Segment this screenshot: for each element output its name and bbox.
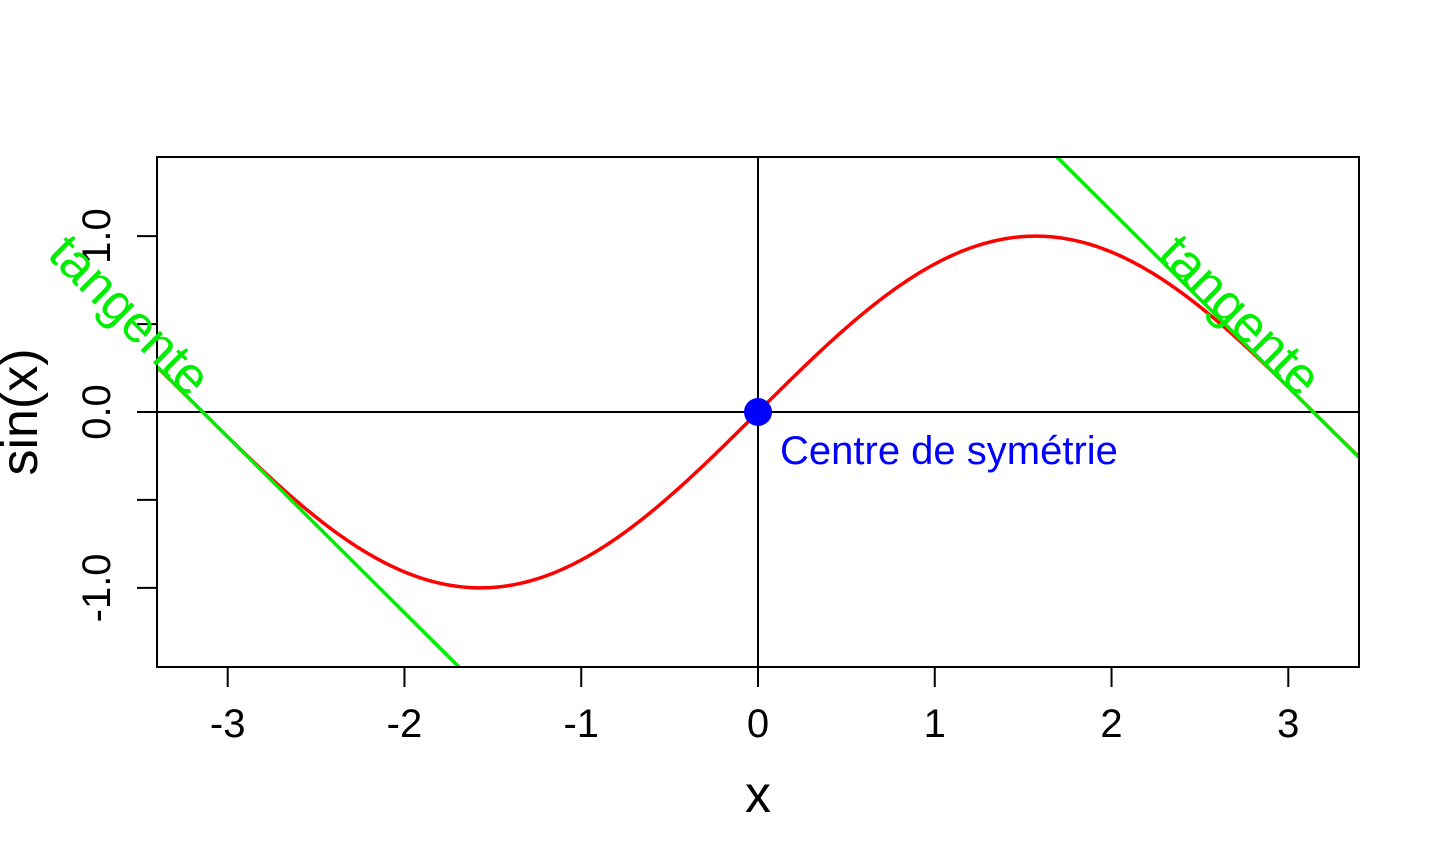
tangent-left-label: tangente — [37, 223, 221, 407]
x-tick-label: -2 — [387, 702, 423, 746]
y-axis-ticks: -1.0 0.0 1.0 — [75, 208, 157, 622]
x-tick-label: 2 — [1100, 702, 1122, 746]
x-axis-ticks: -3 -2 -1 0 1 2 3 — [210, 667, 1299, 746]
x-tick-label: 3 — [1277, 702, 1299, 746]
annotations: tangente tangente Centre de symétrie — [37, 223, 1332, 473]
x-tick-label: 0 — [747, 702, 769, 746]
tangent-right-line — [1054, 157, 1359, 459]
y-tick-label: 1.0 — [75, 208, 119, 264]
x-axis-title: x — [745, 766, 771, 824]
y-axis-title: sin(x) — [0, 348, 49, 475]
tangent-right-label: tangente — [1148, 223, 1332, 407]
x-tick-label: -3 — [210, 702, 246, 746]
x-tick-label: 1 — [924, 702, 946, 746]
y-tick-label: 0.0 — [75, 384, 119, 440]
center-of-symmetry-point — [744, 398, 772, 426]
y-tick-label: -1.0 — [75, 553, 119, 622]
tangent-left-line — [157, 365, 462, 667]
x-tick-label: -1 — [563, 702, 599, 746]
center-of-symmetry-label: Centre de symétrie — [780, 429, 1118, 473]
